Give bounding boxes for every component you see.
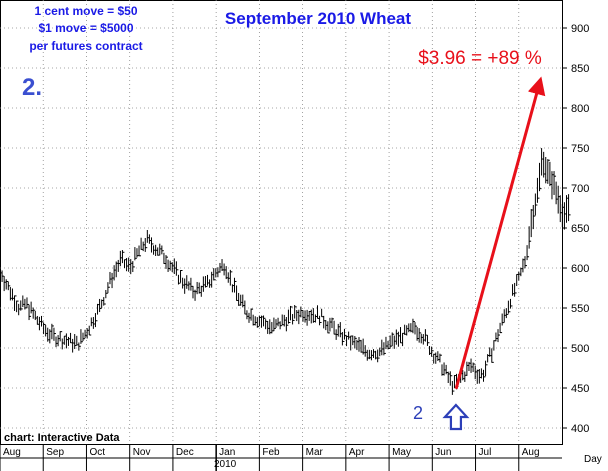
x-tick-label: Aug (522, 447, 540, 458)
y-axis-title: Day (584, 454, 602, 465)
chart-title: September 2010 Wheat (225, 9, 411, 28)
x-tick-label: Dec (176, 447, 194, 458)
x-tick-label: Mar (306, 447, 324, 458)
y-axis: 400 450 500 550 600 650 700 750 800 850 900 (562, 23, 589, 435)
info-line-2: $1 move = $5000 (38, 21, 133, 35)
gain-annotation: $3.96 = +89 % (418, 48, 542, 69)
x-tick-label: Oct (89, 447, 105, 458)
x-tick-label: Sep (46, 447, 64, 458)
y-tick-label: 400 (571, 423, 589, 435)
grid (0, 0, 562, 444)
x-tick-label: Apr (349, 447, 365, 458)
marker-label: 2 (413, 403, 423, 423)
info-line-1: 1 cent move = $50 (34, 4, 137, 18)
info-line-3: per futures contract (29, 39, 142, 53)
x-tick-label: Aug (3, 447, 21, 458)
y-tick-label: 500 (571, 343, 589, 355)
price-series (0, 148, 571, 395)
y-tick-label: 900 (571, 23, 589, 35)
source-credit: chart: Interactive Data (4, 432, 120, 444)
y-tick-label: 600 (571, 263, 589, 275)
gain-arrow (454, 76, 546, 390)
y-tick-label: 450 (571, 383, 589, 395)
low-point-marker (442, 403, 470, 431)
x-tick-label: Jul (479, 447, 492, 458)
x-tick-label: Jan (219, 447, 235, 458)
y-tick-label: 850 (571, 63, 589, 75)
x-tick-label: Nov (133, 447, 151, 458)
panel-label: 2. (22, 74, 42, 101)
x-tick-label: May (392, 447, 411, 458)
x-axis: Aug Sep Oct Nov Dec Jan Feb Mar Apr May Jun Jul Aug (0, 444, 562, 471)
year-label: 2010 (214, 459, 237, 470)
y-tick-label: 800 (571, 103, 589, 115)
x-tick-label: Jun (435, 447, 451, 458)
up-arrow-icon (442, 403, 470, 431)
y-tick-label: 650 (571, 223, 589, 235)
y-tick-label: 750 (571, 143, 589, 155)
y-tick-label: 550 (571, 303, 589, 315)
x-tick-label: Feb (262, 447, 280, 458)
y-tick-label: 700 (571, 183, 589, 195)
